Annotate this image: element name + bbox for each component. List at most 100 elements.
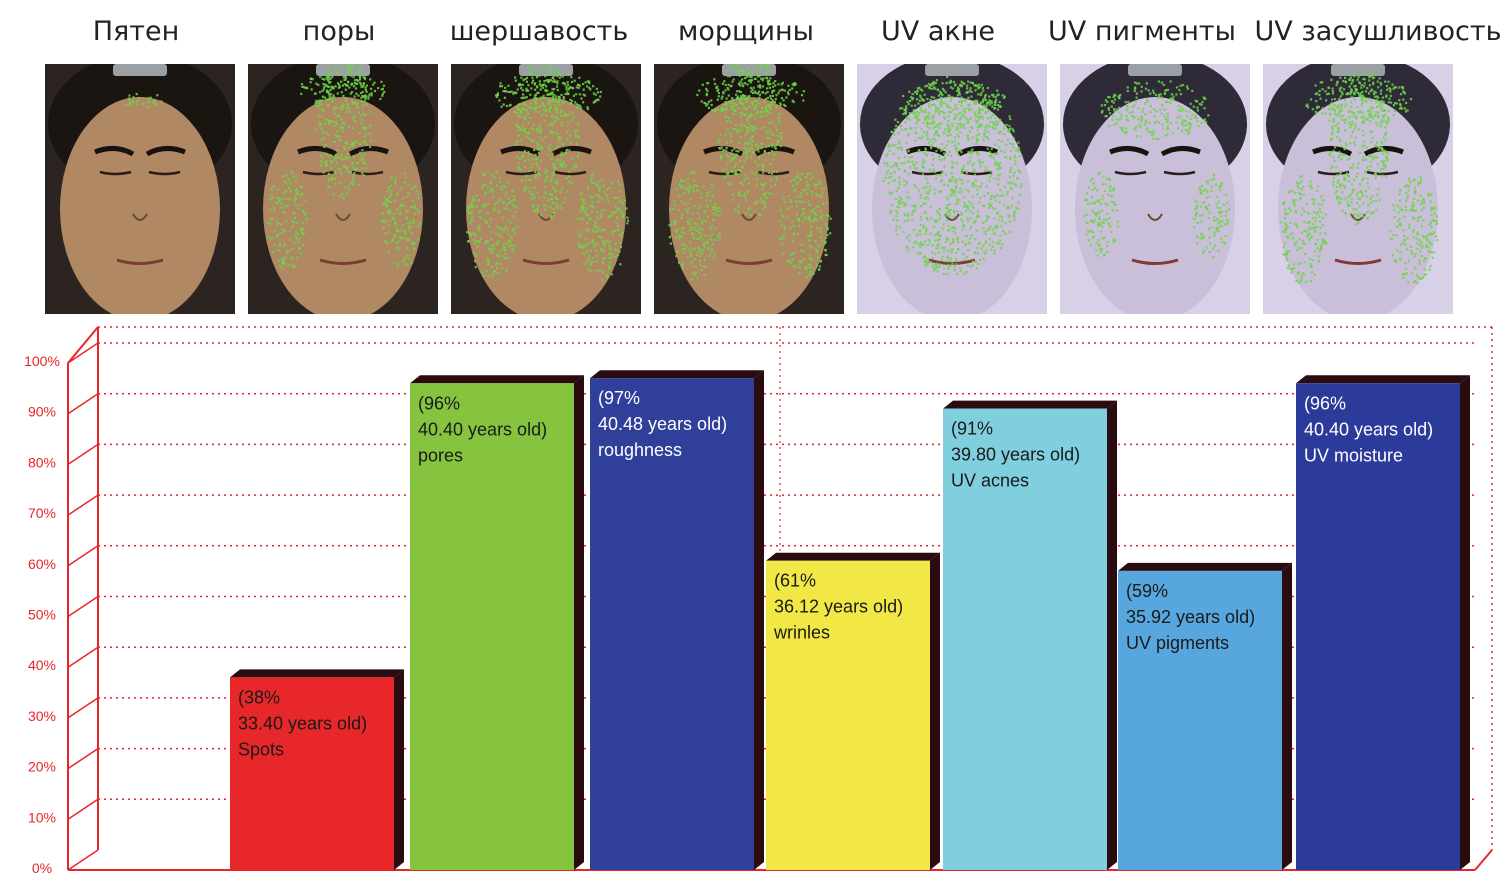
overlay-dot	[1217, 222, 1220, 225]
overlay-dot	[922, 224, 925, 227]
overlay-dot	[589, 249, 592, 252]
overlay-dot	[1356, 106, 1359, 109]
overlay-dot	[770, 172, 774, 175]
overlay-dot	[703, 209, 706, 212]
overlay-dot	[536, 209, 539, 213]
overlay-dot	[904, 203, 908, 206]
overlay-dot	[1361, 179, 1364, 182]
overlay-dot	[595, 99, 598, 102]
overlay-dot	[683, 179, 687, 182]
overlay-dot	[950, 172, 953, 175]
overlay-dot	[534, 108, 537, 111]
overlay-dot	[1134, 81, 1137, 84]
overlay-dot	[1289, 209, 1292, 212]
overlay-dot	[1321, 217, 1324, 220]
overlay-dot	[1106, 212, 1109, 216]
overlay-dot	[1226, 218, 1229, 221]
overlay-dot	[573, 79, 576, 82]
overlay-dot	[992, 95, 995, 98]
overlay-dot	[289, 257, 292, 260]
overlay-dot	[796, 233, 799, 236]
overlay-dot	[135, 93, 138, 96]
overlay-dot	[793, 251, 796, 254]
overlay-dot	[1381, 109, 1384, 112]
overlay-dot	[407, 225, 411, 228]
overlay-dot	[303, 210, 306, 214]
overlay-dot	[342, 94, 345, 97]
overlay-dot	[1201, 100, 1204, 104]
overlay-dot	[737, 150, 740, 153]
overlay-dot	[1099, 223, 1102, 226]
overlay-dot	[1355, 194, 1358, 197]
overlay-dot	[1373, 90, 1376, 93]
overlay-dot	[745, 212, 748, 215]
overlay-dot	[1134, 100, 1137, 103]
overlay-dot	[692, 187, 695, 190]
overlay-dot	[1359, 95, 1362, 98]
overlay-dot	[482, 274, 485, 277]
overlay-dot	[734, 170, 737, 173]
overlay-dot	[903, 162, 906, 165]
overlay-dot	[969, 152, 972, 155]
overlay-dot	[905, 182, 908, 185]
overlay-dot	[394, 221, 397, 225]
overlay-dot	[922, 243, 925, 246]
overlay-dot	[1179, 93, 1183, 96]
overlay-dot	[700, 192, 703, 195]
overlay-dot	[273, 206, 276, 209]
overlay-dot	[815, 264, 818, 267]
overlay-dot	[802, 189, 805, 192]
overlay-dot	[353, 95, 356, 98]
overlay-dot	[277, 233, 280, 236]
overlay-dot	[946, 260, 949, 263]
overlay-dot	[568, 113, 571, 116]
overlay-dot	[713, 82, 717, 85]
overlay-dot	[705, 199, 708, 202]
overlay-dot	[807, 187, 810, 190]
overlay-dot	[1112, 95, 1115, 98]
overlay-dot	[967, 119, 970, 122]
overlay-dot	[946, 229, 950, 232]
overlay-dot	[963, 99, 966, 103]
overlay-dot	[988, 175, 991, 179]
overlay-dot	[599, 90, 602, 94]
overlay-dot	[756, 164, 759, 167]
overlay-dot	[1322, 199, 1325, 202]
overlay-dot	[941, 82, 944, 85]
overlay-dot	[951, 248, 954, 251]
overlay-dot	[1320, 244, 1323, 247]
overlay-dot	[1355, 175, 1358, 178]
overlay-dot	[985, 99, 988, 102]
overlay-dot	[529, 93, 532, 96]
overlay-dot	[1327, 92, 1330, 95]
overlay-dot	[711, 248, 714, 251]
overlay-dot	[723, 176, 726, 179]
overlay-dot	[360, 85, 363, 89]
overlay-dot	[970, 108, 973, 111]
overlay-dot	[816, 183, 819, 186]
overlay-dot	[562, 143, 566, 146]
overlay-dot	[1349, 76, 1352, 79]
overlay-dot	[943, 132, 946, 135]
overlay-dot	[537, 152, 540, 155]
overlay-dot	[934, 177, 938, 180]
overlay-dot	[153, 98, 156, 102]
overlay-dot	[1091, 196, 1094, 199]
overlay-dot	[356, 102, 359, 105]
overlay-dot	[365, 143, 369, 146]
overlay-dot	[988, 237, 991, 241]
overlay-dot	[508, 209, 512, 212]
overlay-dot	[907, 161, 910, 164]
overlay-dot	[1305, 203, 1308, 206]
overlay-dot	[1376, 105, 1379, 108]
overlay-dot	[920, 128, 923, 131]
overlay-dot	[487, 212, 490, 215]
overlay-dot	[362, 76, 365, 79]
overlay-dot	[530, 166, 533, 169]
overlay-dot	[498, 99, 501, 102]
overlay-dot	[344, 157, 347, 160]
overlay-dot	[814, 217, 817, 220]
overlay-dot	[530, 87, 533, 90]
overlay-dot	[383, 195, 386, 198]
overlay-dot	[1204, 206, 1207, 209]
